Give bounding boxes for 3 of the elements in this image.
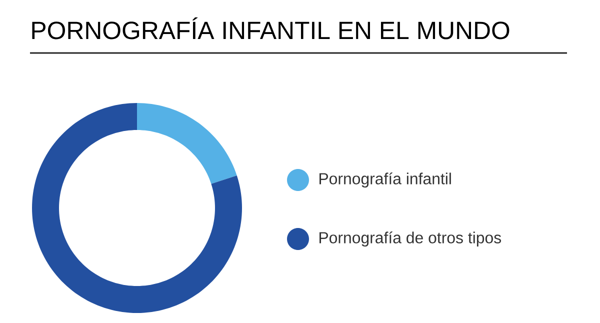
chart-title: PORNOGRAFÍA INFANTIL EN EL MUNDO bbox=[32, 17, 510, 40]
legend-label: Pornografía de otros tipos bbox=[320, 231, 502, 247]
legend-label: Pornografía infantil bbox=[320, 172, 451, 188]
